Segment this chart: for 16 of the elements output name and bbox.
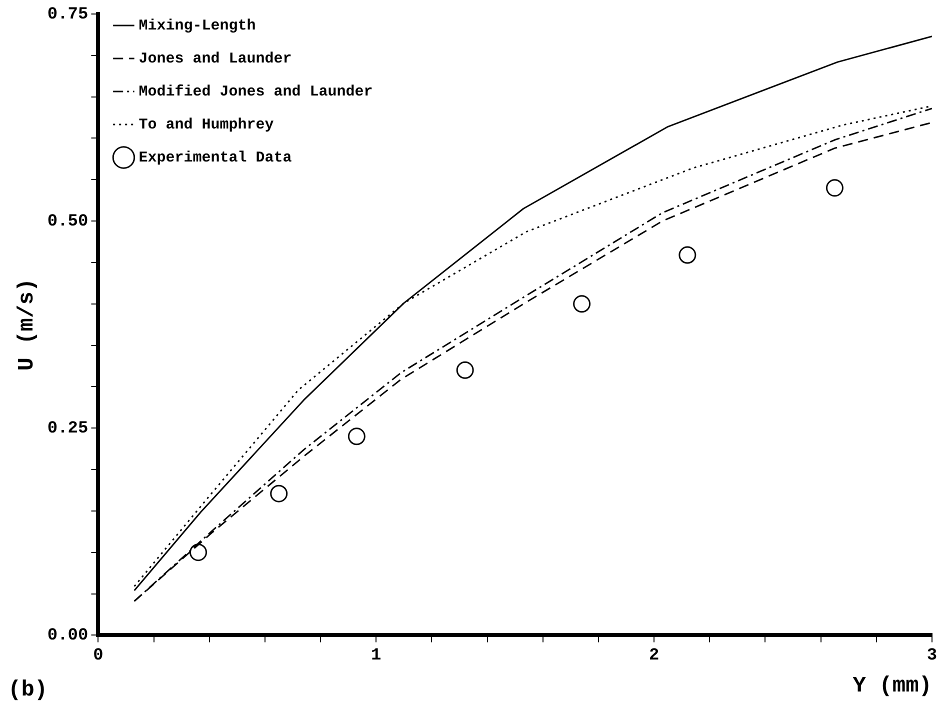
text: (b)	[8, 678, 48, 703]
legend-label: Experimental Data	[138, 149, 292, 166]
legend-label: Jones and Launder	[138, 50, 292, 68]
legend-label: Modified Jones and Launder	[138, 83, 373, 100]
x-tick-label: 1	[371, 646, 382, 666]
y-tick-label: 0.00	[47, 626, 88, 646]
x-tick-label: 2	[648, 646, 660, 666]
legend-label: Mixing-Length	[138, 17, 256, 34]
x-axis-title: Y (mm)	[852, 673, 932, 698]
y-tick-label: 0.75	[47, 5, 88, 24]
y-axis-title: U (m/s)	[14, 278, 40, 371]
y-tick-label: 0.50	[47, 212, 88, 232]
legend-label: To and Humphrey	[138, 116, 274, 134]
y-tick-label: 0.25	[47, 419, 88, 438]
x-tick-label: 3	[926, 646, 938, 666]
x-tick-label: 0	[93, 646, 104, 666]
